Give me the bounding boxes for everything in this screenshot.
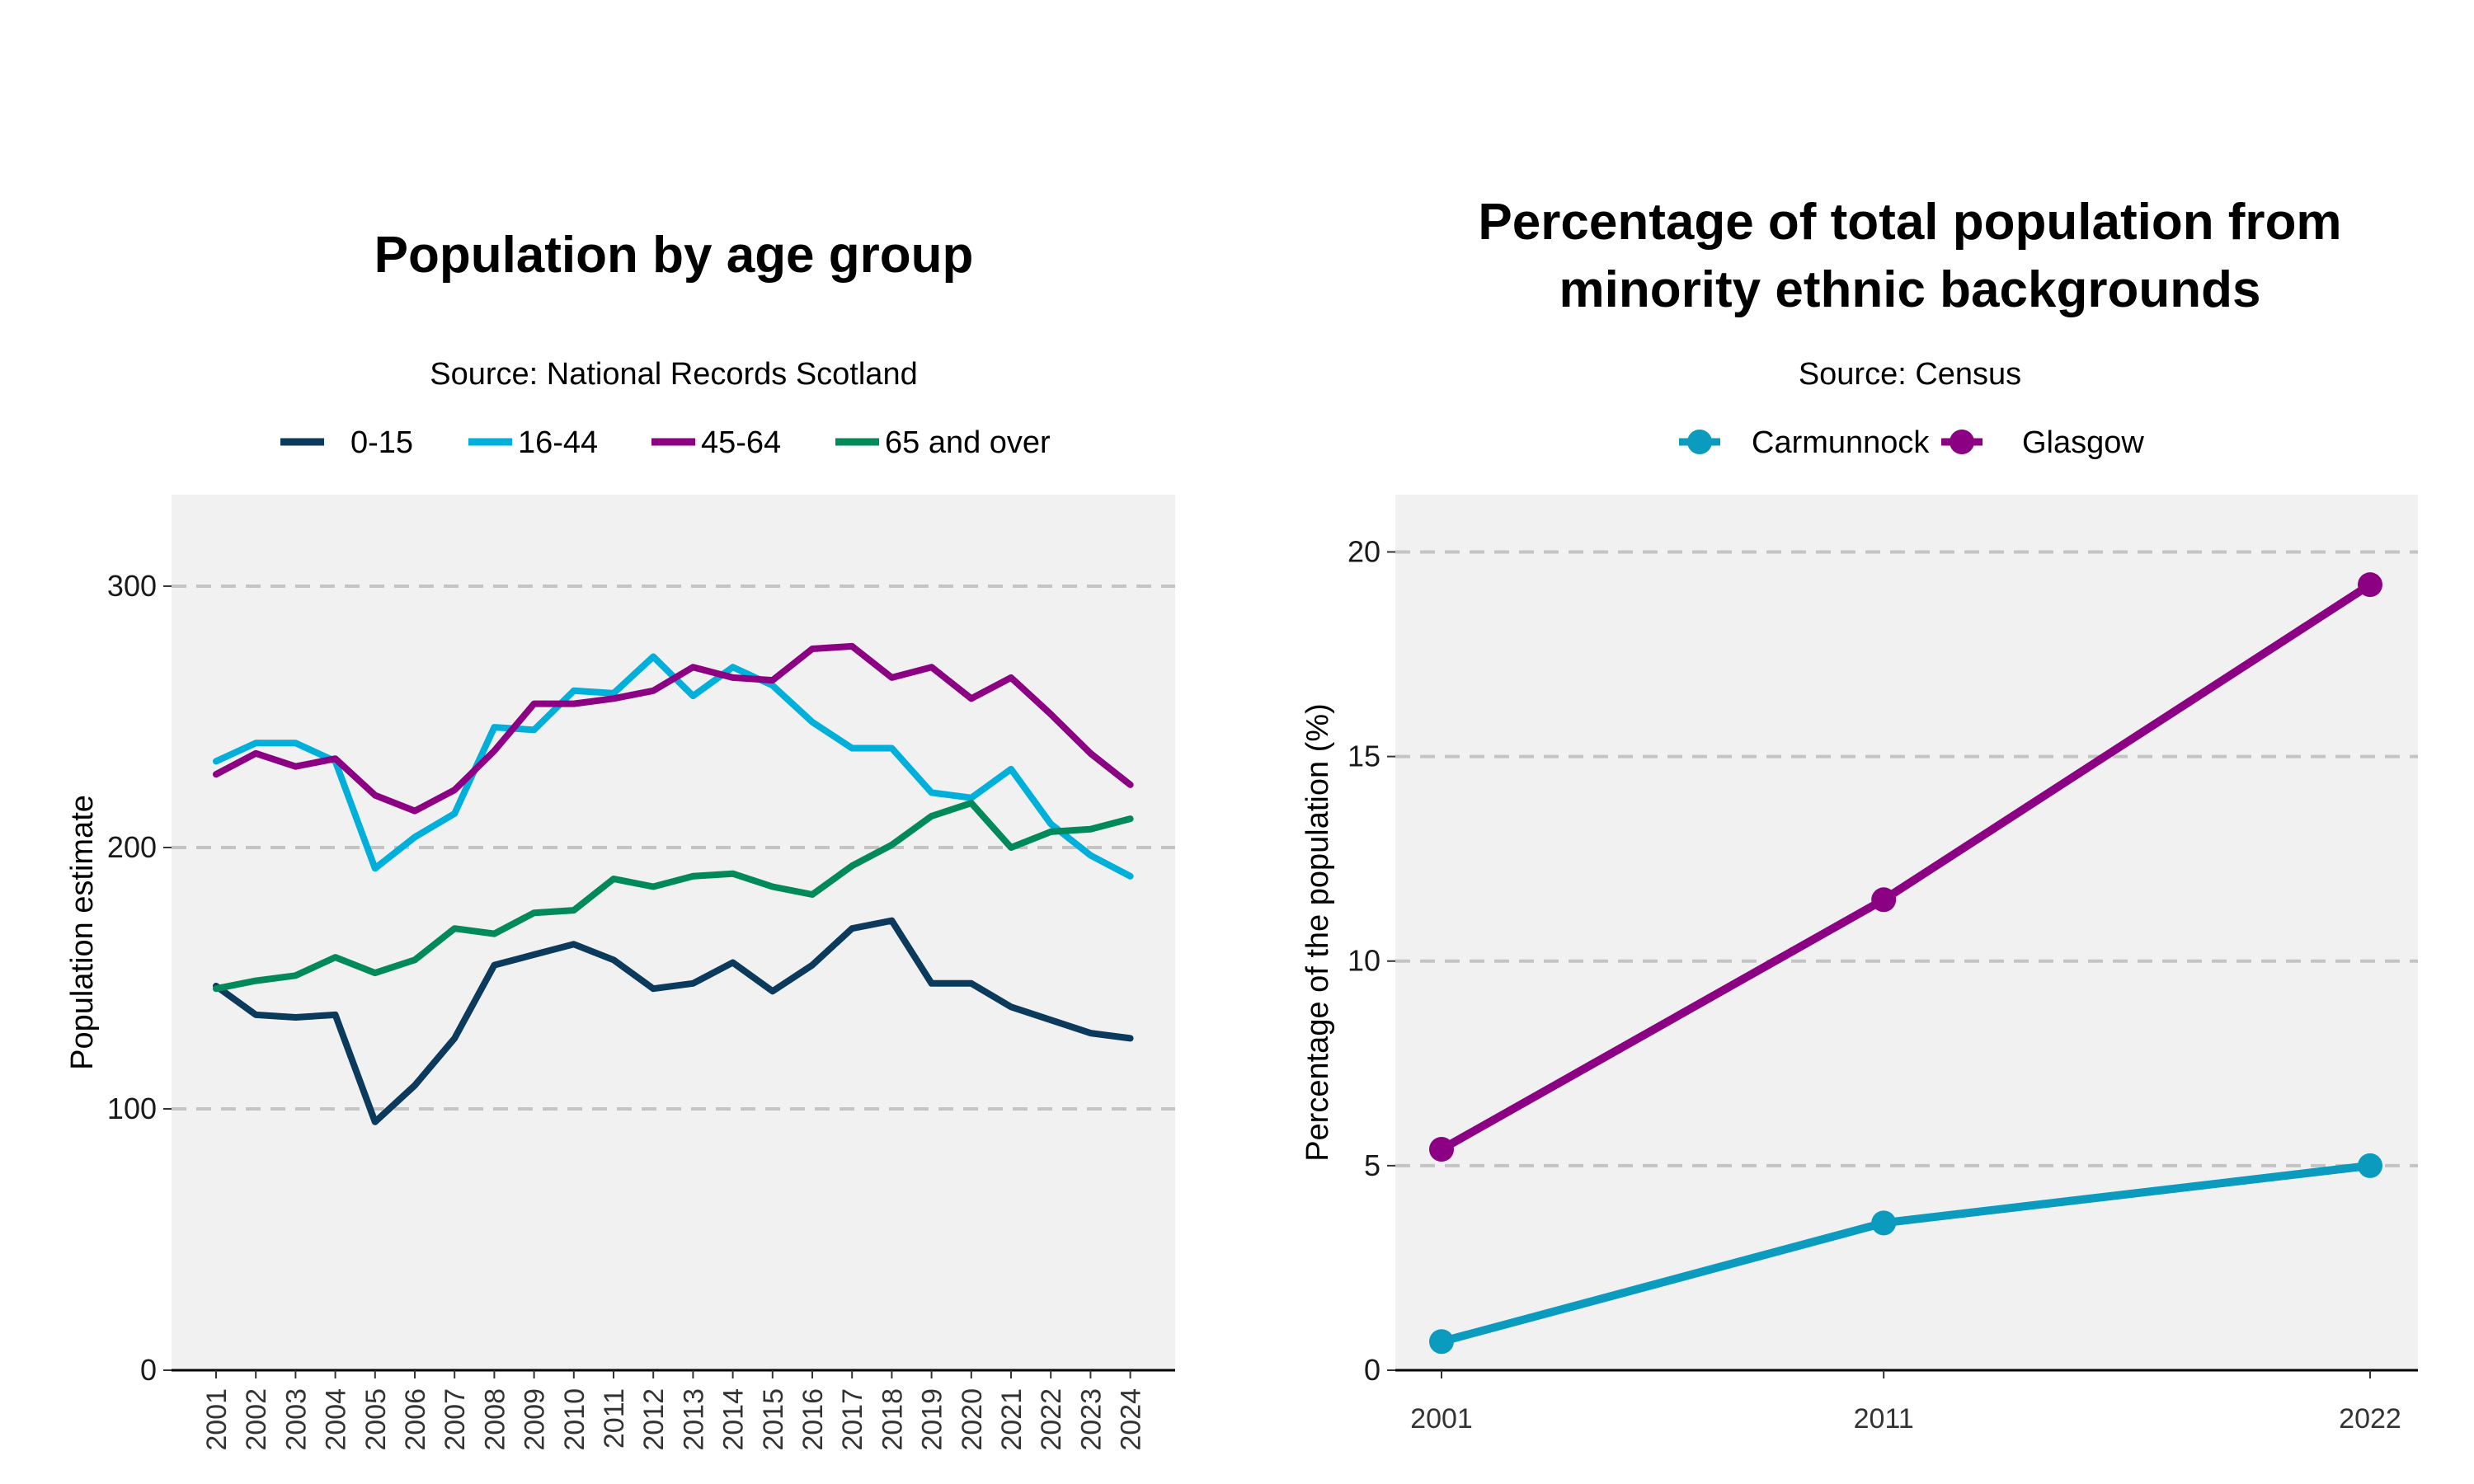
y-tick-label: 5 [1364,1148,1380,1182]
x-tick-label: 2016 [797,1388,829,1451]
x-tick-label: 2009 [520,1388,551,1451]
x-tick-label: 2012 [638,1388,670,1451]
x-tick-labels: 2001 2011 2022 [1410,1370,2401,1435]
series-line-65-and-over [213,800,1134,993]
x-tick-label: 2011 [599,1388,630,1449]
x-tick-label: 2011 [1854,1403,1914,1435]
x-tick-label: 2013 [678,1388,709,1451]
chart-subtitle: Source: Census [1799,357,2021,392]
legend-label-16-44: 16-44 [518,425,598,460]
legend-label-carmunnock: Carmunnock [1752,425,1930,460]
y-tick-label: 10 [1348,944,1380,978]
x-tick-label: 2006 [400,1388,431,1451]
y-tick-labels: 0 100 200 300 [107,569,172,1387]
x-tick-label: 2003 [280,1388,312,1451]
gridlines [172,584,1175,1111]
data-point-carmunnock [1429,1329,1454,1355]
data-point-carmunnock [2358,1153,2382,1178]
x-tick-label: 2017 [837,1388,868,1451]
chart-title: Population by age group [374,227,974,284]
x-tick-label: 2021 [996,1388,1028,1451]
x-tick-label: 2015 [758,1388,789,1451]
data-point-carmunnock [1871,1210,1897,1236]
data-point-glasgow [1429,1137,1454,1162]
y-tick-label: 200 [107,830,157,864]
y-tick-label: 300 [107,569,157,603]
chart-title: Percentage of total population from [1478,194,2341,251]
x-tick-label: 2020 [957,1388,988,1451]
y-tick-label: 100 [107,1092,157,1125]
x-tick-label: 2010 [559,1388,590,1451]
data-point-glasgow [1871,887,1897,913]
legend-label-0-15: 0-15 [350,425,413,460]
series-line-45-64 [213,642,1134,815]
series-line-0-15 [213,917,1134,1125]
legend: Carmunnock Glasgow [1679,425,2144,460]
age-group-chart: Population by age group Source: National… [65,227,1175,1451]
legend: 0-15 16-44 45-64 65 and over [280,425,1051,460]
y-tick-label: 0 [140,1353,157,1387]
y-tick-labels: 0 5 10 15 20 [1348,534,1395,1387]
ethnicity-chart: Percentage of total population from mino… [1300,194,2418,1435]
x-tick-label: 2002 [241,1388,272,1451]
x-tick-labels: 2001 2002 2003 2004 2005 2006 2007 2008 2009 2010… [201,1370,1147,1451]
x-tick-label: 2004 [321,1388,352,1451]
plot-panel [172,495,1175,1370]
x-tick-label: 2001 [1410,1403,1473,1435]
x-tick-label: 2022 [1036,1388,1067,1451]
x-tick-label: 2005 [360,1388,392,1451]
legend-label-45-64: 45-64 [701,425,781,460]
x-tick-label: 2023 [1075,1388,1107,1451]
series-lines [213,642,1134,1125]
legend-marker-carmunnock [1687,430,1712,454]
x-tick-label: 2014 [718,1388,750,1451]
y-axis-label: Population estimate [65,795,100,1070]
legend-marker-glasgow [1950,430,1974,454]
y-tick-label: 0 [1364,1353,1380,1387]
chart-title-line-2: minority ethnic backgrounds [1559,261,2261,318]
x-tick-label: 2001 [201,1388,233,1451]
x-tick-label: 2024 [1116,1388,1147,1451]
series-lines [1429,572,2382,1355]
legend-label-65-and-over: 65 and over [885,425,1051,460]
x-tick-label: 2018 [877,1388,908,1451]
x-tick-label: 2019 [917,1388,948,1451]
x-tick-label: 2008 [479,1388,510,1451]
y-tick-label: 15 [1348,740,1380,773]
chart-subtitle: Source: National Records Scotland [430,357,917,392]
x-tick-label: 2007 [440,1388,471,1451]
x-tick-label: 2022 [2339,1403,2401,1435]
y-tick-label: 20 [1348,534,1380,568]
gridlines [1395,550,2418,1167]
legend-label-glasgow: Glasgow [2022,425,2144,460]
plot-panel [1395,495,2418,1370]
data-point-glasgow [2358,572,2382,598]
y-axis-label: Percentage of the population (%) [1300,703,1335,1162]
